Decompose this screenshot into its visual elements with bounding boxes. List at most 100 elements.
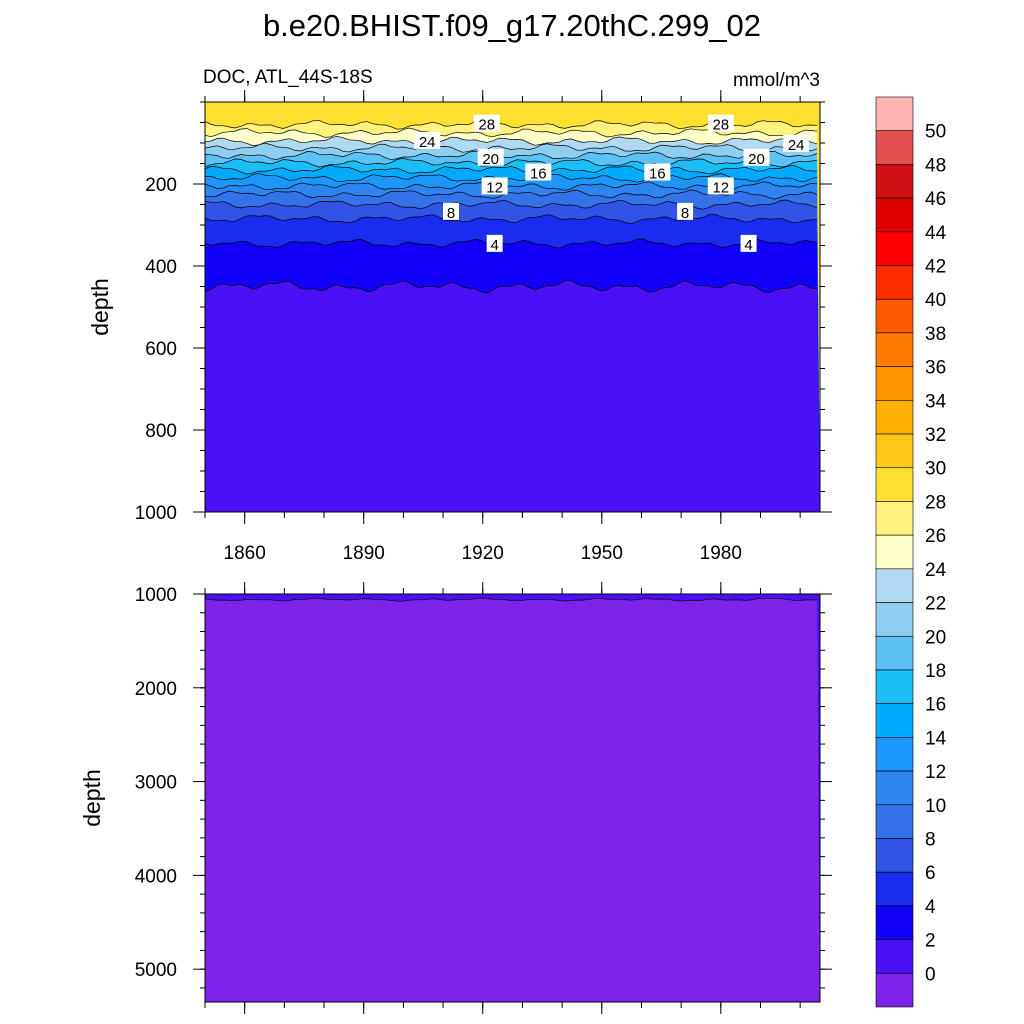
contour-label-bg bbox=[783, 134, 810, 152]
colorbar-label: 42 bbox=[925, 257, 946, 278]
contour-line bbox=[205, 127, 818, 138]
contour-label: 8 bbox=[447, 205, 455, 222]
contour-line bbox=[205, 150, 818, 161]
colorbar-swatch bbox=[875, 366, 914, 401]
colorbar-label: 8 bbox=[925, 829, 936, 850]
contour-label-bg bbox=[707, 114, 734, 132]
colorbar-swatch bbox=[875, 130, 914, 165]
contour-label-bg bbox=[477, 148, 504, 166]
contour-line bbox=[205, 164, 818, 175]
contour-line bbox=[205, 214, 818, 225]
contour-line bbox=[205, 173, 818, 183]
colorbar-swatch bbox=[875, 534, 914, 570]
contour-band bbox=[205, 598, 820, 1002]
colorbar-label: 26 bbox=[925, 526, 946, 547]
y-tick-label: 3000 bbox=[135, 773, 177, 794]
y-tick-label: 1000 bbox=[135, 503, 177, 524]
contour-label: 4 bbox=[490, 237, 498, 254]
colorbar-swatch bbox=[875, 871, 914, 907]
y-tick-label: 600 bbox=[145, 339, 177, 360]
colorbar-label: 24 bbox=[925, 560, 947, 581]
panel-lower: 1000 2000 3000 4000 5000 depth bbox=[79, 582, 832, 1014]
contour-line bbox=[205, 238, 818, 249]
colorbar-label: 30 bbox=[925, 459, 946, 480]
contour-label-bg bbox=[525, 163, 552, 181]
contour-label-bg bbox=[740, 234, 757, 252]
colorbar-label: 28 bbox=[925, 492, 946, 513]
colorbar-swatch bbox=[875, 96, 914, 132]
contour-label-bg bbox=[486, 234, 503, 252]
colorbar: 5048464442403836343230282624222018161412… bbox=[875, 96, 947, 1008]
y-tick-label: 400 bbox=[145, 257, 177, 278]
plot-frame bbox=[204, 593, 821, 1003]
colorbar-swatch bbox=[875, 770, 914, 806]
colorbar-swatch bbox=[875, 635, 914, 671]
x-tick-label: 1860 bbox=[224, 543, 266, 564]
contour-label-bg bbox=[443, 202, 459, 220]
x-tick-label: 1890 bbox=[343, 543, 385, 564]
colorbar-swatch bbox=[875, 501, 914, 536]
colorbar-swatch bbox=[875, 298, 914, 334]
contour-label-bg bbox=[707, 177, 734, 195]
colorbar-label: 46 bbox=[925, 189, 946, 210]
contour-label: 8 bbox=[681, 205, 689, 222]
contour-line bbox=[205, 158, 818, 168]
x-tick-label: 1950 bbox=[581, 543, 623, 564]
contour-label-bg bbox=[743, 148, 770, 166]
x-tick-label: 1920 bbox=[462, 543, 504, 564]
contour-band bbox=[205, 280, 820, 512]
contour-label: 28 bbox=[712, 117, 729, 134]
contour-label: 20 bbox=[482, 151, 499, 168]
colorbar-label: 6 bbox=[925, 863, 936, 884]
colorbar-label: 0 bbox=[925, 964, 936, 985]
y-axis-label: depth bbox=[79, 769, 105, 827]
y-tick-label: 800 bbox=[145, 421, 177, 442]
colorbar-swatch bbox=[875, 164, 914, 199]
colorbar-swatch bbox=[875, 939, 914, 974]
y-tick-label: 5000 bbox=[135, 960, 177, 981]
chart-title: b.e20.BHIST.f09_g17.20thC.299_02 bbox=[263, 8, 761, 43]
contour-label: 12 bbox=[712, 179, 729, 196]
contour-label-bg bbox=[481, 177, 508, 195]
contour-line bbox=[205, 135, 818, 146]
contour-label-bg bbox=[473, 114, 500, 132]
colorbar-swatch bbox=[875, 737, 914, 772]
contour-label: 4 bbox=[744, 237, 752, 254]
colorbar-swatch bbox=[875, 433, 914, 469]
y-tick-label: 1000 bbox=[135, 585, 177, 606]
contour-label: 16 bbox=[530, 166, 547, 183]
contour-line bbox=[205, 279, 818, 294]
contour-label: 24 bbox=[419, 134, 436, 151]
colorbar-swatch bbox=[875, 602, 914, 637]
colorbar-swatch bbox=[875, 568, 914, 603]
colorbar-label: 48 bbox=[925, 155, 946, 176]
colorbar-label: 34 bbox=[925, 391, 947, 412]
colorbar-swatch bbox=[875, 467, 914, 502]
colorbar-label: 44 bbox=[925, 223, 947, 244]
colorbar-swatch bbox=[875, 332, 914, 367]
colorbar-swatch bbox=[875, 703, 914, 738]
colorbar-label: 40 bbox=[925, 290, 946, 311]
variable-region-label: DOC, ATL_44S-18S bbox=[203, 67, 373, 88]
colorbar-label: 22 bbox=[925, 594, 946, 615]
colorbar-swatch bbox=[875, 265, 914, 300]
y-tick-label: 2000 bbox=[135, 679, 177, 700]
y-tick-label: 4000 bbox=[135, 866, 177, 887]
contour-line bbox=[205, 199, 818, 210]
contour-label: 28 bbox=[478, 117, 495, 134]
colorbar-label: 36 bbox=[925, 358, 946, 379]
colorbar-label: 20 bbox=[925, 627, 946, 648]
colorbar-label: 38 bbox=[925, 324, 946, 345]
colorbar-label: 32 bbox=[925, 425, 946, 446]
y-tick-label: 200 bbox=[145, 175, 177, 196]
panel-upper: 28 28 24 24 20 20 16 16 12 12 8 8 4 4 200 400 600 800 1000… bbox=[87, 90, 832, 564]
units-label: mmol/m^3 bbox=[733, 70, 820, 91]
colorbar-label: 14 bbox=[925, 728, 947, 749]
colorbar-label: 12 bbox=[925, 762, 946, 783]
y-axis-label: depth bbox=[87, 278, 113, 336]
colorbar-swatch bbox=[875, 905, 914, 940]
colorbar-swatch bbox=[875, 231, 914, 266]
contour-label-bg bbox=[644, 163, 671, 181]
colorbar-label: 18 bbox=[925, 661, 946, 682]
